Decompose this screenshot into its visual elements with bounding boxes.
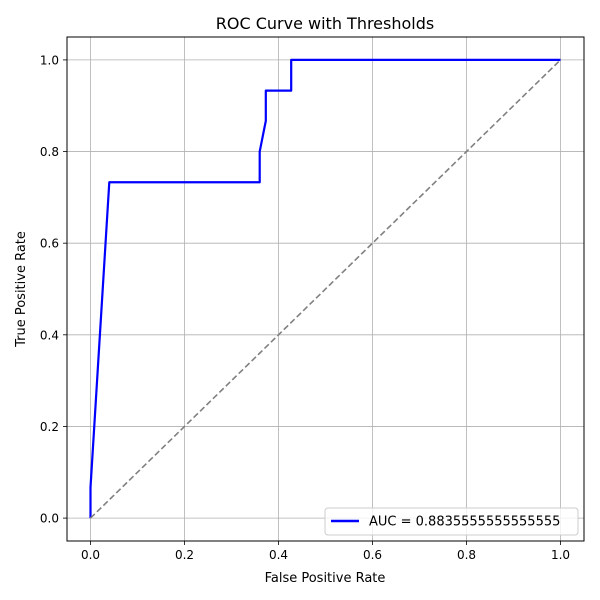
roc-curve-line	[89, 58, 561, 519]
y-tick-label: 0.0	[40, 512, 59, 526]
x-tick-label: 0.2	[175, 548, 194, 562]
x-axis-label: False Positive Rate	[265, 571, 386, 586]
y-tick-label: 0.8	[40, 145, 59, 159]
chance-diagonal-line	[89, 59, 562, 519]
plot-frame	[66, 36, 585, 542]
ticks: 0.0 0.2 0.4 0.6 0.8 1.0 0.0 0.2 0.4 0.6 0.8 1.0	[40, 53, 570, 562]
y-tick-label: 0.4	[40, 328, 59, 342]
series-layer	[89, 58, 562, 519]
legend-label: AUC = 0.8835555555555555	[369, 515, 560, 530]
y-tick-label: 1.0	[40, 53, 59, 67]
y-tick-label: 0.2	[40, 420, 59, 434]
legend-box	[324, 507, 579, 536]
x-tick-label: 0.4	[269, 548, 288, 562]
y-axis-label: True Positive Rate	[14, 231, 29, 348]
x-tick-label: 0.8	[457, 548, 476, 562]
y-tick-label: 0.6	[40, 237, 59, 251]
x-tick-label: 0.6	[363, 548, 382, 562]
x-tick-label: 1.0	[551, 548, 570, 562]
chart-title: ROC Curve with Thresholds	[216, 14, 434, 33]
x-tick-label: 0.0	[81, 548, 100, 562]
legend: AUC = 0.8835555555555555	[324, 507, 579, 536]
grid	[67, 37, 584, 541]
